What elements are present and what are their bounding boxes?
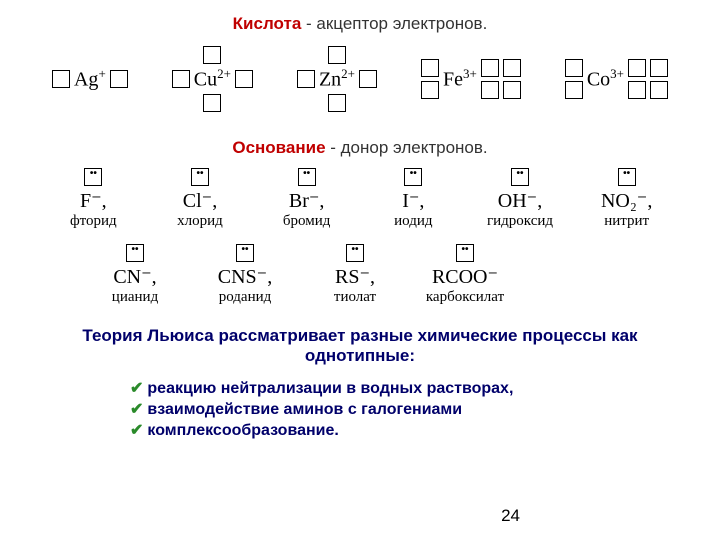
check-icon: ✔ [130, 380, 143, 397]
check-icon: ✔ [130, 422, 143, 439]
anion-cell: •• CN⁻,цианид [80, 244, 190, 306]
cation-label: Ag+ [74, 66, 106, 92]
anion-cell: •• I⁻,иодид [360, 168, 467, 230]
orbital-box [650, 59, 668, 77]
cation-co: Co3+ [565, 59, 668, 99]
cation-zn: Zn2+ [297, 46, 377, 112]
orbital-box [503, 59, 521, 77]
orbital-box [235, 70, 253, 88]
anion-formula: Br⁻, [289, 188, 325, 213]
lone-pair-box: •• [191, 168, 209, 186]
anion-name: хлорид [177, 213, 223, 230]
base-word: Основание [232, 138, 325, 157]
anion-name: фторид [70, 213, 117, 230]
cation-fe: Fe3+ [421, 59, 521, 99]
orbital-box [481, 81, 499, 99]
orbital-box [328, 94, 346, 112]
lone-pair-box: •• [126, 244, 144, 262]
cation-label: Fe3+ [443, 66, 477, 92]
anion-cell: •• Cl⁻,хлорид [147, 168, 254, 230]
lone-pair-box: •• [456, 244, 474, 262]
orbital-box [421, 59, 439, 77]
anion-name: нитрит [604, 213, 649, 230]
anion-formula: F⁻, [80, 188, 107, 213]
anion-name: иодид [394, 213, 432, 230]
anion-cell: •• OH⁻,гидроксид [467, 168, 574, 230]
anion-cell: •• RCOO⁻карбоксилат [410, 244, 520, 306]
orbital-box [628, 81, 646, 99]
bullet-item: ✔комплексообразование. [130, 420, 720, 440]
anion-formula: Cl⁻, [183, 188, 217, 213]
lone-pair-box: •• [298, 168, 316, 186]
orbital-box [650, 81, 668, 99]
bullet-text: взаимодействие аминов с галогениами [147, 401, 462, 418]
anion-formula: RCOO⁻ [432, 264, 498, 289]
orbital-box [481, 59, 499, 77]
lone-pair-box: •• [346, 244, 364, 262]
orbital-box [421, 81, 439, 99]
orbital-box [328, 46, 346, 64]
anion-name: цианид [112, 289, 158, 306]
acid-definition: Кислота - акцептор электронов. [0, 0, 720, 34]
lone-pair-box: •• [236, 244, 254, 262]
orbital-box [110, 70, 128, 88]
anion-formula: NO₂⁻, [601, 188, 652, 213]
bullet-text: реакцию нейтрализации в водных растворах… [147, 380, 513, 397]
acid-rest: - акцептор электронов. [301, 14, 487, 33]
anion-formula: I⁻, [402, 188, 424, 213]
anion-row-2: ••CN⁻,цианид••CNS⁻,роданид••RS⁻,тиолат••… [80, 244, 520, 306]
anion-cell: •• CNS⁻,роданид [190, 244, 300, 306]
orbital-box [172, 70, 190, 88]
cation-row: Ag+ Cu2+ Zn2+ Fe3+ Co3+ [30, 46, 690, 112]
cation-label: Cu2+ [194, 66, 231, 92]
check-icon: ✔ [130, 401, 143, 418]
anion-cell: •• Br⁻,бромид [253, 168, 360, 230]
orbital-box [565, 59, 583, 77]
orbital-box [503, 81, 521, 99]
orbital-box [359, 70, 377, 88]
cation-label: Co3+ [587, 66, 624, 92]
bullet-list: ✔реакцию нейтрализации в водных раствора… [130, 378, 720, 440]
lone-pair-box: •• [404, 168, 422, 186]
anion-formula: OH⁻, [498, 188, 542, 213]
lone-pair-box: •• [618, 168, 636, 186]
orbital-box [565, 81, 583, 99]
cation-label: Zn2+ [319, 66, 355, 92]
base-rest: - донор электронов. [326, 138, 488, 157]
orbital-box [628, 59, 646, 77]
anion-cell: •• RS⁻,тиолат [300, 244, 410, 306]
acid-word: Кислота [233, 14, 302, 33]
anion-cell: •• F⁻,фторид [40, 168, 147, 230]
orbital-box [203, 46, 221, 64]
bullet-text: комплексообразование. [147, 422, 338, 439]
anion-name: карбоксилат [426, 289, 504, 306]
bullet-item: ✔реакцию нейтрализации в водных раствора… [130, 378, 720, 398]
anion-formula: CNS⁻, [218, 264, 272, 289]
anion-row-1: •• F⁻,фторид •• Cl⁻,хлорид •• Br⁻,бромид •• I⁻,… [40, 168, 680, 230]
page-number: 24 [501, 506, 520, 526]
anion-name: гидроксид [487, 213, 553, 230]
theory-text: Теория Льюиса рассматривает разные химич… [60, 326, 660, 366]
anion-formula: CN⁻, [113, 264, 156, 289]
orbital-box [297, 70, 315, 88]
orbital-box [52, 70, 70, 88]
cation-cu: Cu2+ [172, 46, 253, 112]
orbital-box [203, 94, 221, 112]
anion-name: бромид [283, 213, 331, 230]
anion-name: тиолат [334, 289, 376, 306]
lone-pair-box: •• [84, 168, 102, 186]
anion-formula: RS⁻, [335, 264, 375, 289]
lone-pair-box: •• [511, 168, 529, 186]
anion-name: роданид [219, 289, 272, 306]
base-definition: Основание - донор электронов. [0, 138, 720, 158]
anion-cell: •• NO₂⁻,нитрит [573, 168, 680, 230]
bullet-item: ✔взаимодействие аминов с галогениами [130, 399, 720, 419]
cation-ag: Ag+ [52, 66, 128, 92]
